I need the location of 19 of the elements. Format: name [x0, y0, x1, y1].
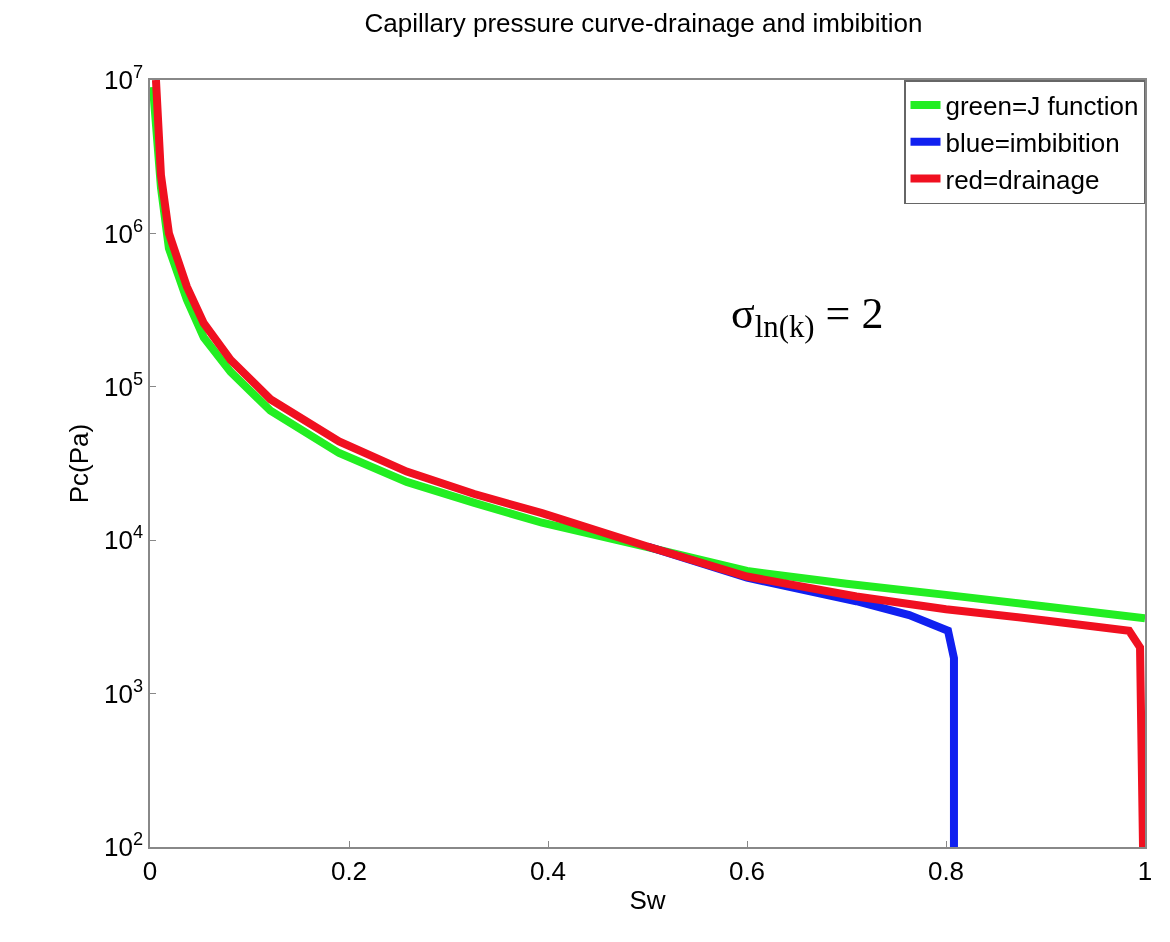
x-tick-label: 0.2: [330, 855, 368, 886]
legend-label: green=J function: [945, 91, 1139, 122]
x-tick-label: 0.4: [529, 855, 567, 886]
chart-title: Capillary pressure curve-drainage and imbibition: [364, 8, 923, 39]
x-tick-label: 0.8: [927, 855, 965, 886]
y-axis-title: Pc(Pa): [63, 423, 94, 504]
x-tick-label: 1: [1137, 855, 1153, 886]
x-tick-label: 0: [142, 855, 158, 886]
y-tick-label: 10$^{7}$: [104, 62, 144, 96]
y-tick-label: 10$^{5}$: [104, 368, 144, 402]
y-tick-label: 10$^{4}$: [104, 522, 144, 556]
x-axis-title: Sw: [629, 885, 666, 916]
legend-label: red=drainage: [945, 164, 1100, 195]
y-tick-label: 10$^{6}$: [104, 215, 144, 249]
y-tick-label: 10$^{3}$: [104, 675, 144, 709]
annotation: σ$_{ln(k)}$ = 2: [731, 289, 884, 345]
x-tick-label: 0.6: [728, 855, 766, 886]
legend-label: blue=imbibition: [945, 127, 1120, 158]
y-tick-label: 10$^{2}$: [104, 829, 144, 863]
